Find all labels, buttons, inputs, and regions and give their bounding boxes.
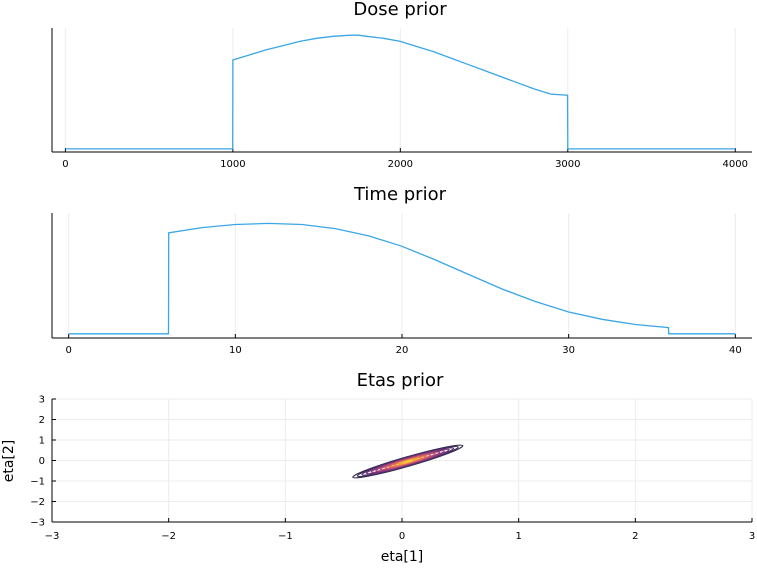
x-tick-label: 3 bbox=[749, 531, 755, 542]
etas-prior-x-ticks: −3 −2 −1 0 1 2 3 bbox=[45, 518, 755, 542]
y-tick-label: −3 bbox=[30, 518, 45, 529]
x-tick-label: −3 bbox=[45, 531, 60, 542]
dose-prior-series-line bbox=[65, 34, 736, 150]
x-tick-label: 1 bbox=[515, 531, 521, 542]
time-prior-series-line bbox=[68, 222, 736, 335]
etas-prior-y-ticks: −3 −2 −1 0 1 2 3 bbox=[30, 395, 56, 529]
dose-prior-title: Dose prior bbox=[353, 0, 447, 20]
etas-prior-contours bbox=[352, 444, 464, 479]
dose-prior-panel: Dose prior 0 1000 2000 3000 4000 bbox=[51, 0, 752, 170]
x-tick-label: 3000 bbox=[555, 159, 580, 170]
y-tick-label: 1 bbox=[39, 436, 45, 447]
x-tick-label: 1000 bbox=[220, 159, 245, 170]
y-tick-label: 0 bbox=[39, 456, 45, 467]
x-tick-label: 2 bbox=[632, 531, 638, 542]
x-tick-label: 0 bbox=[65, 345, 71, 356]
etas-prior-y-axis-label: eta[2] bbox=[1, 440, 17, 483]
etas-prior-title: Etas prior bbox=[357, 370, 444, 391]
x-tick-label: 0 bbox=[62, 159, 68, 170]
time-prior-panel: Time prior 0 10 20 30 40 bbox=[51, 184, 752, 356]
contour-level bbox=[402, 459, 414, 464]
x-tick-label: 2000 bbox=[388, 159, 413, 170]
x-tick-label: 30 bbox=[562, 345, 575, 356]
x-tick-label: −2 bbox=[161, 531, 176, 542]
x-tick-label: 20 bbox=[396, 345, 409, 356]
dose-prior-grid bbox=[64, 28, 736, 152]
etas-prior-x-axis-label: eta[1] bbox=[381, 549, 424, 565]
x-tick-label: 4000 bbox=[723, 159, 748, 170]
x-tick-label: 10 bbox=[229, 345, 242, 356]
x-tick-label: −1 bbox=[278, 531, 293, 542]
y-tick-label: 3 bbox=[39, 395, 45, 406]
y-tick-label: −2 bbox=[30, 497, 45, 508]
time-prior-title: Time prior bbox=[353, 184, 447, 205]
y-tick-label: −1 bbox=[30, 477, 45, 488]
x-tick-label: 0 bbox=[399, 531, 405, 542]
time-prior-x-ticks: 0 10 20 30 40 bbox=[65, 334, 742, 356]
x-tick-label: 40 bbox=[729, 345, 742, 356]
dose-prior-x-ticks: 0 1000 2000 3000 4000 bbox=[62, 148, 748, 170]
time-prior-grid bbox=[68, 213, 736, 338]
y-tick-label: 2 bbox=[39, 415, 45, 426]
